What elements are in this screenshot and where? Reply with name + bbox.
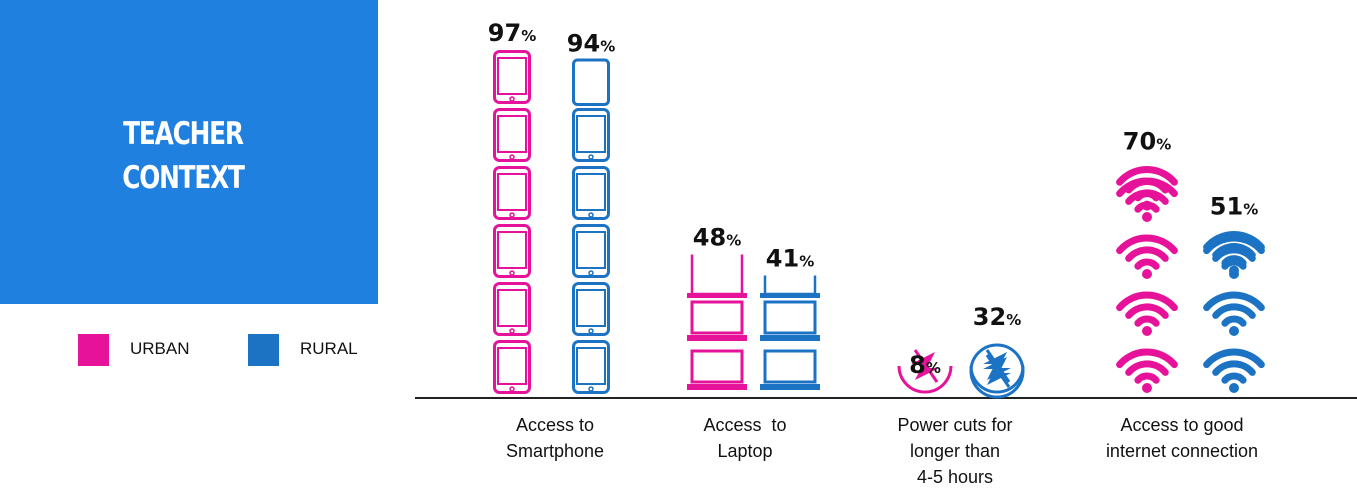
bar-urban-power-cut [897, 349, 953, 394]
value-number: 8 [909, 351, 926, 379]
category-label-laptop: Access to Laptop [645, 412, 845, 464]
wifi-icon [1116, 234, 1178, 279]
laptop-icon [760, 349, 820, 390]
category-label-line: longer than [909, 441, 1001, 461]
smartphone-icon [493, 340, 531, 394]
legend-swatch-urban [78, 334, 109, 366]
category-label-internet: Access to good internet connection [1062, 412, 1302, 464]
bar-rural-laptop [760, 275, 820, 390]
value-label: 51% [1210, 193, 1258, 221]
category-label-line: Laptop [717, 441, 773, 461]
category-label-line: Access to [515, 415, 595, 435]
category-label-line: internet connection [1105, 441, 1259, 461]
bar-urban-smartphone [493, 50, 531, 394]
category-label-smartphone: Access to Smartphone [455, 412, 655, 464]
smartphone-icon [493, 224, 531, 278]
smartphone-icon [572, 166, 610, 220]
value-number: 41 [766, 244, 799, 272]
category-label-line: Power cuts for [897, 415, 1013, 435]
value-number: 51 [1210, 193, 1243, 221]
power-cut-icon-partial [969, 349, 1025, 394]
category-label-power-cuts: Power cuts for longer than 4-5 hours [855, 412, 1055, 490]
wifi-icon [1116, 348, 1178, 393]
value-suffix: % [1243, 201, 1258, 219]
laptop-icon [687, 349, 747, 390]
value-suffix: % [799, 252, 814, 270]
value-label: 32% [973, 303, 1021, 331]
value-number: 48 [693, 224, 726, 252]
value-number: 70 [1123, 128, 1156, 156]
value-label: 48% [693, 224, 741, 252]
title-line-2: CONTEXT [122, 160, 245, 196]
category-label-line: 4-5 hours [916, 467, 994, 487]
laptop-icon-partial [760, 275, 820, 298]
laptop-icon [687, 300, 747, 341]
smartphone-icon [493, 50, 531, 104]
smartphone-icon-partial [572, 58, 610, 106]
page-title: TEACHER CONTEXT [37, 112, 330, 200]
title-line-1: TEACHER [123, 116, 244, 152]
bar-rural-wifi [1203, 231, 1265, 393]
smartphone-icon [493, 108, 531, 162]
power-cut-icon-partial [897, 349, 953, 394]
smartphone-icon [572, 224, 610, 278]
wifi-icon-partial [1203, 231, 1265, 276]
bar-urban-wifi [1116, 166, 1178, 393]
legend-swatch-rural [248, 334, 279, 366]
value-label: 8% [909, 351, 941, 379]
bar-urban-laptop [687, 254, 747, 390]
value-suffix: % [600, 38, 615, 56]
wifi-icon [1116, 291, 1178, 336]
laptop-icon [760, 300, 820, 341]
value-label: 97% [488, 19, 536, 47]
wifi-icon [1203, 348, 1265, 393]
smartphone-icon [493, 282, 531, 336]
value-suffix: % [1156, 136, 1171, 154]
value-suffix: % [1006, 311, 1021, 329]
category-label-line: Smartphone [505, 441, 605, 461]
value-number: 94 [567, 30, 600, 58]
value-label: 70% [1123, 128, 1171, 156]
value-suffix: % [726, 232, 741, 250]
title-panel: TEACHER CONTEXT [0, 0, 378, 304]
category-label-line: Access to good [1120, 415, 1244, 435]
smartphone-icon [493, 166, 531, 220]
value-number: 97 [488, 19, 521, 47]
value-suffix: % [926, 359, 941, 377]
value-suffix: % [521, 27, 536, 45]
bar-rural-smartphone [572, 58, 610, 394]
category-label-line: Access to [703, 415, 787, 435]
bar-rural-power-cut [969, 343, 1025, 399]
wifi-icon [1203, 291, 1265, 336]
legend-label-rural: RURAL [300, 339, 358, 358]
value-label: 94% [567, 30, 615, 58]
wifi-icon-partial [1116, 166, 1178, 211]
value-number: 32 [973, 303, 1006, 331]
smartphone-icon [572, 108, 610, 162]
legend-label-urban: URBAN [130, 339, 190, 358]
value-label: 41% [766, 244, 814, 272]
laptop-icon-partial [687, 254, 747, 298]
smartphone-icon [572, 282, 610, 336]
smartphone-icon [572, 340, 610, 394]
